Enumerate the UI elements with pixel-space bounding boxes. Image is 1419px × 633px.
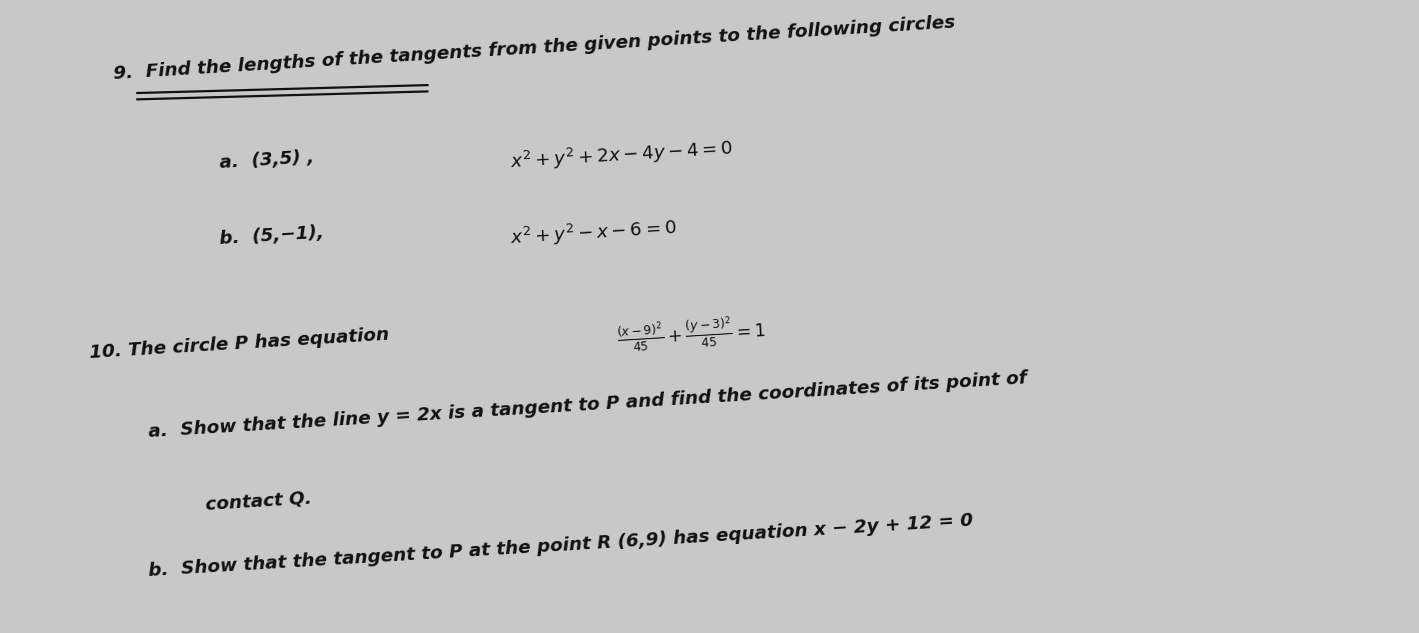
- Text: $\frac{(x-9)^2}{45} + \frac{(y-3)^2}{45} = 1$: $\frac{(x-9)^2}{45} + \frac{(y-3)^2}{45}…: [616, 311, 766, 354]
- Text: $x^2 + y^2 + 2x - 4y - 4 = 0$: $x^2 + y^2 + 2x - 4y - 4 = 0$: [509, 136, 734, 173]
- Text: b.  (5,−1),: b. (5,−1),: [219, 223, 325, 248]
- Text: a.  (3,5) ,: a. (3,5) ,: [219, 148, 315, 172]
- Text: a.  Show that the line y = 2x is a tangent to P and find the coordinates of its : a. Show that the line y = 2x is a tangen…: [148, 369, 1027, 441]
- Text: b.  Show that the tangent to P at the point R (6,9) has equation x − 2y + 12 = 0: b. Show that the tangent to P at the poi…: [148, 511, 973, 580]
- Text: 9.  Find the lengths of the tangents from the given points to the following circ: 9. Find the lengths of the tangents from…: [112, 14, 955, 83]
- Text: $x^2 + y^2 - x - 6 = 0$: $x^2 + y^2 - x - 6 = 0$: [509, 215, 677, 249]
- Text: contact Q.: contact Q.: [204, 489, 312, 513]
- Text: 10. The circle P has equation: 10. The circle P has equation: [88, 325, 389, 361]
